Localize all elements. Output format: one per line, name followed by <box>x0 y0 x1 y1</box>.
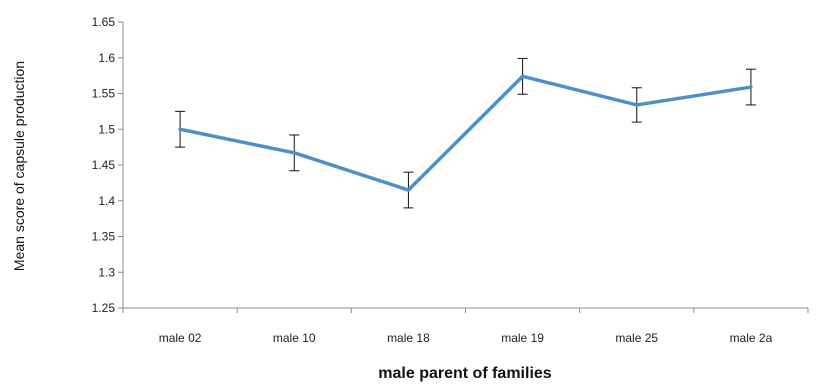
y-tick-label: 1.65 <box>92 15 116 29</box>
y-tick-label: 1.45 <box>92 158 116 172</box>
y-tick-label: 1.6 <box>98 51 115 65</box>
y-tick-label: 1.5 <box>98 122 115 136</box>
y-tick-label: 1.4 <box>98 194 115 208</box>
x-ticks: male 02 male 10 male 18 male 19 male 25 male … <box>122 308 809 345</box>
y-tick-label: 1.55 <box>92 87 116 101</box>
x-tick-label: male 10 <box>273 331 316 345</box>
series-layer <box>178 74 753 192</box>
x-tick-label: male 18 <box>387 331 430 345</box>
x-tick-label: male 02 <box>159 331 202 345</box>
y-tick-label: 1.3 <box>98 265 115 279</box>
x-axis-title: male parent of families <box>378 365 551 382</box>
axes <box>122 22 808 309</box>
x-tick-label: male 25 <box>615 331 658 345</box>
y-ticks: 1.25 1.3 1.35 1.4 1.45 1.5 1.55 1.6 1.65 <box>92 15 123 315</box>
x-tick-label: male 19 <box>501 331 544 345</box>
y-axis-title: Mean score of capsule production <box>11 61 27 271</box>
y-tick-label: 1.35 <box>92 230 116 244</box>
y-tick-label: 1.25 <box>92 301 116 315</box>
series-line <box>178 74 753 192</box>
x-tick-label: male 2a <box>730 331 773 345</box>
